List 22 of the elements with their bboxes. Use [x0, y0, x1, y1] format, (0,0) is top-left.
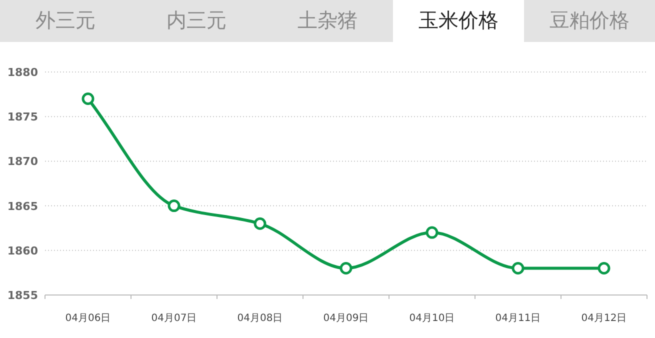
y-tick-label: 1875 [7, 110, 38, 124]
x-tick-label: 04月11日 [495, 313, 541, 324]
y-tick-label: 1860 [7, 244, 38, 258]
point [254, 217, 266, 230]
x-tick-label: 04月07日 [151, 313, 197, 324]
y-tick-label: 1865 [7, 200, 38, 213]
x-tick-label: 04月09日 [323, 313, 369, 324]
y-tick-label: 1855 [7, 289, 38, 302]
x-tick-label: 04月12日 [581, 313, 627, 324]
x-tick-label: 04月08日 [237, 313, 283, 324]
tabs: 外三元 内三元 土杂猪 玉米价格 豆粕价格 [0, 0, 655, 42]
point [168, 200, 180, 212]
point [598, 262, 610, 274]
point [82, 92, 94, 106]
point [340, 262, 352, 274]
point [426, 226, 438, 239]
x-tick-label: 04月06日 [65, 313, 111, 324]
y-tick-label: 1870 [7, 155, 38, 168]
chart-title: 玉米价格 [418, 8, 498, 32]
y-tick-label: 1880 [7, 66, 38, 79]
point [512, 262, 524, 274]
x-tick-label: 04月10日 [409, 313, 455, 324]
